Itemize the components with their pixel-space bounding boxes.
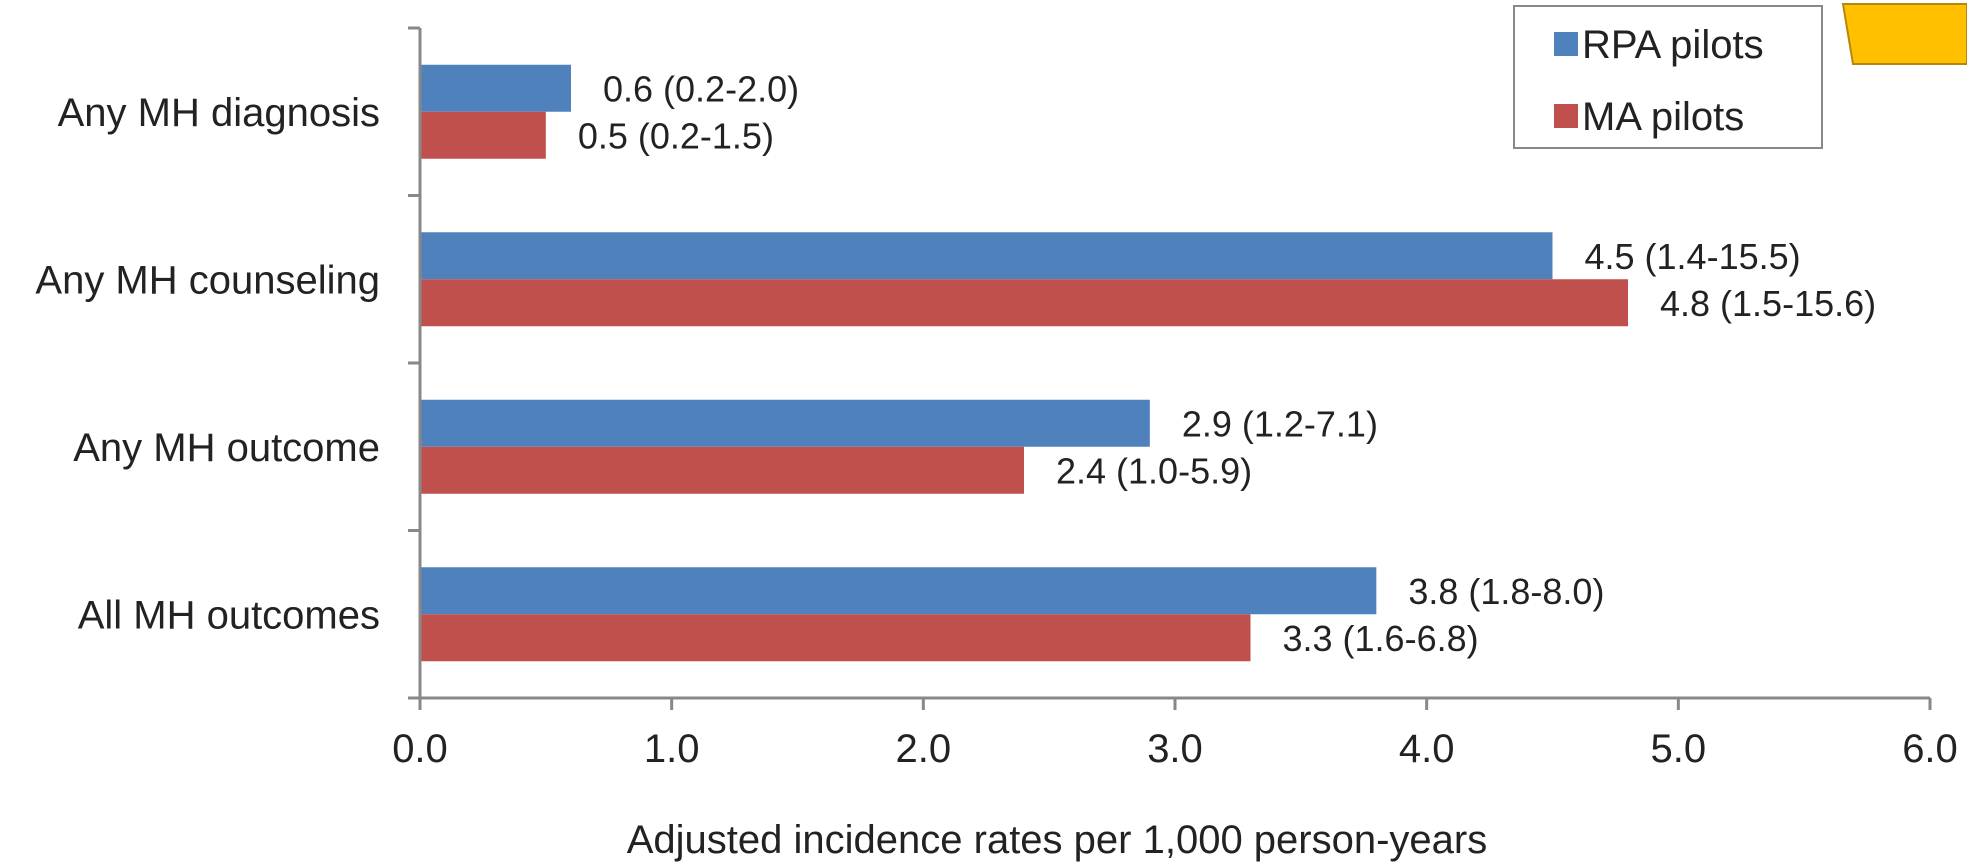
x-tick-label: 6.0 — [1902, 727, 1958, 771]
x-tick-label: 2.0 — [896, 727, 952, 771]
x-tick-label: 1.0 — [644, 727, 700, 771]
bar-ma — [420, 446, 1024, 494]
x-tick-label: 0.0 — [392, 727, 448, 771]
category-label: Any MH diagnosis — [58, 91, 380, 135]
legend-swatch — [1554, 104, 1578, 128]
data-label: 2.9 (1.2-7.1) — [1182, 403, 1378, 444]
legend-label: MA pilots — [1582, 95, 1744, 139]
axes-layer: Any MH diagnosis Any MH counseling Any MH … — [35, 26, 1958, 771]
legend: RPA pilots MA pilots — [1513, 5, 1823, 149]
bar-rpa — [420, 64, 571, 112]
legend-swatch — [1554, 32, 1578, 56]
category-label: Any MH counseling — [35, 258, 380, 302]
x-tick-label: 5.0 — [1651, 727, 1707, 771]
category-label: Any MH outcome — [73, 426, 380, 470]
bar-rpa — [420, 567, 1377, 615]
bars-layer — [420, 64, 1628, 662]
data-label: 3.8 (1.8-8.0) — [1408, 571, 1604, 612]
data-label: 4.8 (1.5-15.6) — [1660, 283, 1876, 324]
data-label: 2.4 (1.0-5.9) — [1056, 450, 1252, 491]
x-tick-label: 3.0 — [1147, 727, 1203, 771]
data-label: 0.6 (0.2-2.0) — [603, 68, 799, 109]
bar-ma — [420, 279, 1628, 327]
legend-label: RPA pilots — [1582, 23, 1764, 67]
bar-ma — [420, 111, 546, 159]
x-tick-label: 4.0 — [1399, 727, 1455, 771]
data-label: 0.5 (0.2-1.5) — [578, 115, 774, 156]
bar-rpa — [420, 399, 1150, 447]
data-label: 3.3 (1.6-6.8) — [1283, 618, 1479, 659]
bar-ma — [420, 614, 1251, 662]
annotation-callout-shape — [1841, 3, 1967, 65]
x-axis-title: Adjusted incidence rates per 1,000 perso… — [627, 818, 1488, 862]
data-labels-layer: 0.6 (0.2-2.0) 0.5 (0.2-1.5) 4.5 (1.4-15.5)… — [578, 68, 1876, 659]
bar-rpa — [420, 232, 1553, 280]
category-label: All MH outcomes — [78, 593, 380, 637]
data-label: 4.5 (1.4-15.5) — [1585, 236, 1801, 277]
